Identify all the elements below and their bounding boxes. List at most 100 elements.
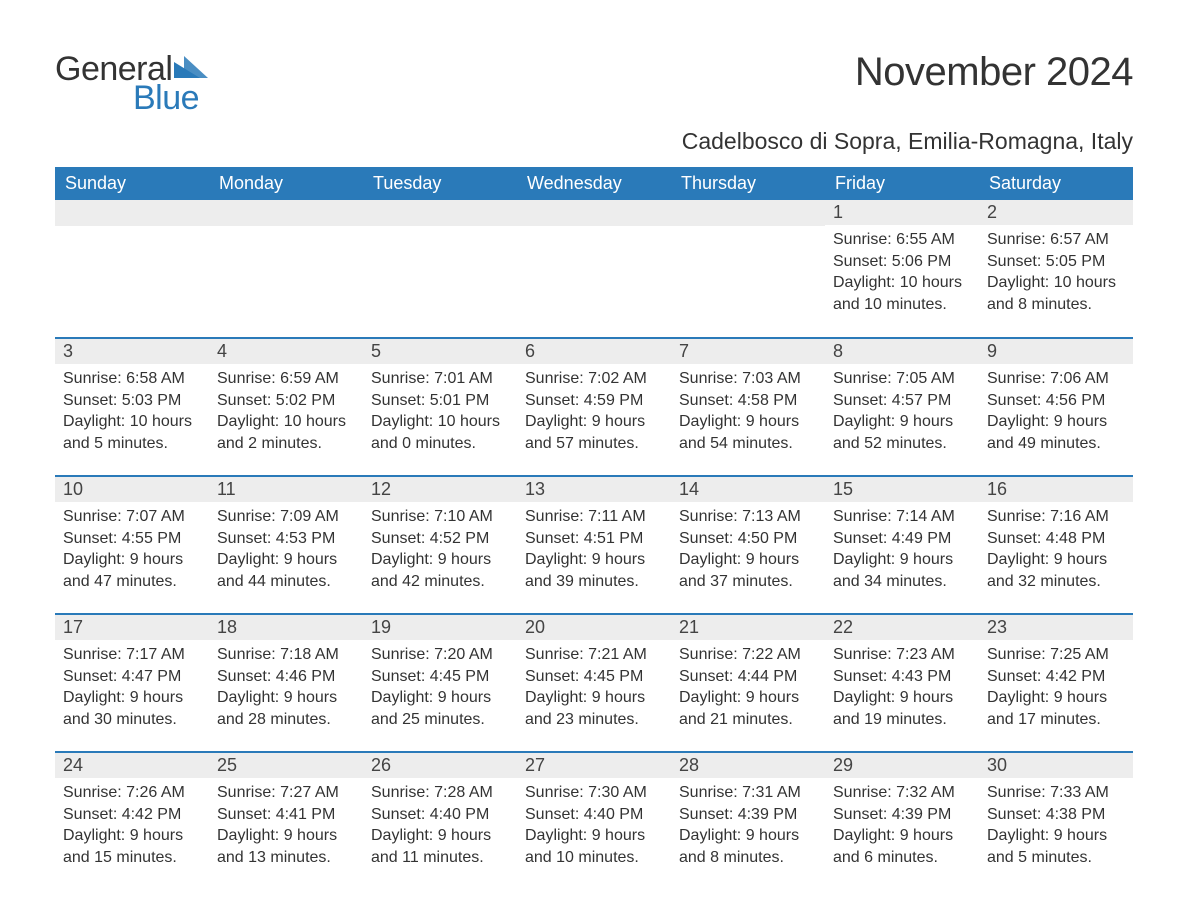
calendar-cell: 5Sunrise: 7:01 AMSunset: 5:01 PMDaylight… bbox=[363, 338, 517, 476]
day-number: 14 bbox=[671, 477, 825, 502]
weekday-header: Thursday bbox=[671, 167, 825, 200]
calendar-cell: 10Sunrise: 7:07 AMSunset: 4:55 PMDayligh… bbox=[55, 476, 209, 614]
day-details: Sunrise: 7:33 AMSunset: 4:38 PMDaylight:… bbox=[979, 778, 1133, 868]
calendar-cell bbox=[209, 200, 363, 338]
day-number: 27 bbox=[517, 753, 671, 778]
calendar-cell bbox=[363, 200, 517, 338]
weekday-header: Friday bbox=[825, 167, 979, 200]
day-details: Sunrise: 6:55 AMSunset: 5:06 PMDaylight:… bbox=[825, 225, 979, 315]
day-details: Sunrise: 7:25 AMSunset: 4:42 PMDaylight:… bbox=[979, 640, 1133, 730]
day-number: 4 bbox=[209, 339, 363, 364]
calendar-cell bbox=[55, 200, 209, 338]
day-details: Sunrise: 7:14 AMSunset: 4:49 PMDaylight:… bbox=[825, 502, 979, 592]
header: General Blue November 2024 bbox=[55, 50, 1133, 118]
day-number: 15 bbox=[825, 477, 979, 502]
day-details: Sunrise: 7:03 AMSunset: 4:58 PMDaylight:… bbox=[671, 364, 825, 454]
day-number: 11 bbox=[209, 477, 363, 502]
day-number: 7 bbox=[671, 339, 825, 364]
day-number: 17 bbox=[55, 615, 209, 640]
calendar-cell: 14Sunrise: 7:13 AMSunset: 4:50 PMDayligh… bbox=[671, 476, 825, 614]
calendar-cell: 26Sunrise: 7:28 AMSunset: 4:40 PMDayligh… bbox=[363, 752, 517, 890]
calendar-cell: 22Sunrise: 7:23 AMSunset: 4:43 PMDayligh… bbox=[825, 614, 979, 752]
weekday-header: Wednesday bbox=[517, 167, 671, 200]
calendar-week-row: 1Sunrise: 6:55 AMSunset: 5:06 PMDaylight… bbox=[55, 200, 1133, 338]
weekday-header: Sunday bbox=[55, 167, 209, 200]
day-number: 28 bbox=[671, 753, 825, 778]
calendar-week-row: 24Sunrise: 7:26 AMSunset: 4:42 PMDayligh… bbox=[55, 752, 1133, 890]
weekday-header-row: Sunday Monday Tuesday Wednesday Thursday… bbox=[55, 167, 1133, 200]
day-number: 30 bbox=[979, 753, 1133, 778]
day-number: 12 bbox=[363, 477, 517, 502]
day-details: Sunrise: 7:01 AMSunset: 5:01 PMDaylight:… bbox=[363, 364, 517, 454]
weekday-header: Monday bbox=[209, 167, 363, 200]
day-details: Sunrise: 7:32 AMSunset: 4:39 PMDaylight:… bbox=[825, 778, 979, 868]
calendar-cell bbox=[671, 200, 825, 338]
calendar-cell: 29Sunrise: 7:32 AMSunset: 4:39 PMDayligh… bbox=[825, 752, 979, 890]
day-number: 3 bbox=[55, 339, 209, 364]
calendar-cell: 2Sunrise: 6:57 AMSunset: 5:05 PMDaylight… bbox=[979, 200, 1133, 338]
calendar-cell: 13Sunrise: 7:11 AMSunset: 4:51 PMDayligh… bbox=[517, 476, 671, 614]
calendar-cell: 24Sunrise: 7:26 AMSunset: 4:42 PMDayligh… bbox=[55, 752, 209, 890]
day-details: Sunrise: 7:17 AMSunset: 4:47 PMDaylight:… bbox=[55, 640, 209, 730]
empty-day-bar bbox=[209, 200, 363, 226]
calendar-cell: 27Sunrise: 7:30 AMSunset: 4:40 PMDayligh… bbox=[517, 752, 671, 890]
day-number: 29 bbox=[825, 753, 979, 778]
day-number: 13 bbox=[517, 477, 671, 502]
weekday-header: Tuesday bbox=[363, 167, 517, 200]
calendar-cell: 7Sunrise: 7:03 AMSunset: 4:58 PMDaylight… bbox=[671, 338, 825, 476]
calendar-cell: 19Sunrise: 7:20 AMSunset: 4:45 PMDayligh… bbox=[363, 614, 517, 752]
day-details: Sunrise: 7:10 AMSunset: 4:52 PMDaylight:… bbox=[363, 502, 517, 592]
calendar-cell: 3Sunrise: 6:58 AMSunset: 5:03 PMDaylight… bbox=[55, 338, 209, 476]
empty-day-bar bbox=[671, 200, 825, 226]
day-details: Sunrise: 7:26 AMSunset: 4:42 PMDaylight:… bbox=[55, 778, 209, 868]
day-details: Sunrise: 7:16 AMSunset: 4:48 PMDaylight:… bbox=[979, 502, 1133, 592]
day-number: 1 bbox=[825, 200, 979, 225]
calendar-table: Sunday Monday Tuesday Wednesday Thursday… bbox=[55, 167, 1133, 890]
day-details: Sunrise: 7:22 AMSunset: 4:44 PMDaylight:… bbox=[671, 640, 825, 730]
calendar-cell: 18Sunrise: 7:18 AMSunset: 4:46 PMDayligh… bbox=[209, 614, 363, 752]
calendar-cell: 20Sunrise: 7:21 AMSunset: 4:45 PMDayligh… bbox=[517, 614, 671, 752]
empty-day-bar bbox=[55, 200, 209, 226]
logo-text-blue: Blue bbox=[133, 79, 199, 118]
day-details: Sunrise: 7:07 AMSunset: 4:55 PMDaylight:… bbox=[55, 502, 209, 592]
day-details: Sunrise: 7:02 AMSunset: 4:59 PMDaylight:… bbox=[517, 364, 671, 454]
calendar-cell: 12Sunrise: 7:10 AMSunset: 4:52 PMDayligh… bbox=[363, 476, 517, 614]
day-details: Sunrise: 6:59 AMSunset: 5:02 PMDaylight:… bbox=[209, 364, 363, 454]
day-details: Sunrise: 7:27 AMSunset: 4:41 PMDaylight:… bbox=[209, 778, 363, 868]
calendar-cell: 16Sunrise: 7:16 AMSunset: 4:48 PMDayligh… bbox=[979, 476, 1133, 614]
day-details: Sunrise: 7:13 AMSunset: 4:50 PMDaylight:… bbox=[671, 502, 825, 592]
day-number: 9 bbox=[979, 339, 1133, 364]
day-details: Sunrise: 7:18 AMSunset: 4:46 PMDaylight:… bbox=[209, 640, 363, 730]
calendar-cell: 11Sunrise: 7:09 AMSunset: 4:53 PMDayligh… bbox=[209, 476, 363, 614]
logo: General Blue bbox=[55, 50, 208, 118]
day-details: Sunrise: 6:57 AMSunset: 5:05 PMDaylight:… bbox=[979, 225, 1133, 315]
day-number: 10 bbox=[55, 477, 209, 502]
day-details: Sunrise: 7:20 AMSunset: 4:45 PMDaylight:… bbox=[363, 640, 517, 730]
calendar-cell: 21Sunrise: 7:22 AMSunset: 4:44 PMDayligh… bbox=[671, 614, 825, 752]
calendar-cell: 17Sunrise: 7:17 AMSunset: 4:47 PMDayligh… bbox=[55, 614, 209, 752]
calendar-cell bbox=[517, 200, 671, 338]
title-block: November 2024 bbox=[855, 50, 1133, 95]
calendar-cell: 1Sunrise: 6:55 AMSunset: 5:06 PMDaylight… bbox=[825, 200, 979, 338]
empty-day-bar bbox=[517, 200, 671, 226]
day-details: Sunrise: 7:28 AMSunset: 4:40 PMDaylight:… bbox=[363, 778, 517, 868]
day-number: 6 bbox=[517, 339, 671, 364]
day-number: 21 bbox=[671, 615, 825, 640]
day-details: Sunrise: 7:06 AMSunset: 4:56 PMDaylight:… bbox=[979, 364, 1133, 454]
weekday-header: Saturday bbox=[979, 167, 1133, 200]
day-number: 5 bbox=[363, 339, 517, 364]
day-number: 20 bbox=[517, 615, 671, 640]
day-number: 16 bbox=[979, 477, 1133, 502]
day-number: 22 bbox=[825, 615, 979, 640]
calendar-cell: 25Sunrise: 7:27 AMSunset: 4:41 PMDayligh… bbox=[209, 752, 363, 890]
calendar-cell: 9Sunrise: 7:06 AMSunset: 4:56 PMDaylight… bbox=[979, 338, 1133, 476]
day-number: 26 bbox=[363, 753, 517, 778]
calendar-week-row: 3Sunrise: 6:58 AMSunset: 5:03 PMDaylight… bbox=[55, 338, 1133, 476]
day-number: 19 bbox=[363, 615, 517, 640]
calendar-week-row: 10Sunrise: 7:07 AMSunset: 4:55 PMDayligh… bbox=[55, 476, 1133, 614]
day-details: Sunrise: 7:23 AMSunset: 4:43 PMDaylight:… bbox=[825, 640, 979, 730]
calendar-cell: 4Sunrise: 6:59 AMSunset: 5:02 PMDaylight… bbox=[209, 338, 363, 476]
day-details: Sunrise: 7:21 AMSunset: 4:45 PMDaylight:… bbox=[517, 640, 671, 730]
day-number: 18 bbox=[209, 615, 363, 640]
day-details: Sunrise: 7:11 AMSunset: 4:51 PMDaylight:… bbox=[517, 502, 671, 592]
